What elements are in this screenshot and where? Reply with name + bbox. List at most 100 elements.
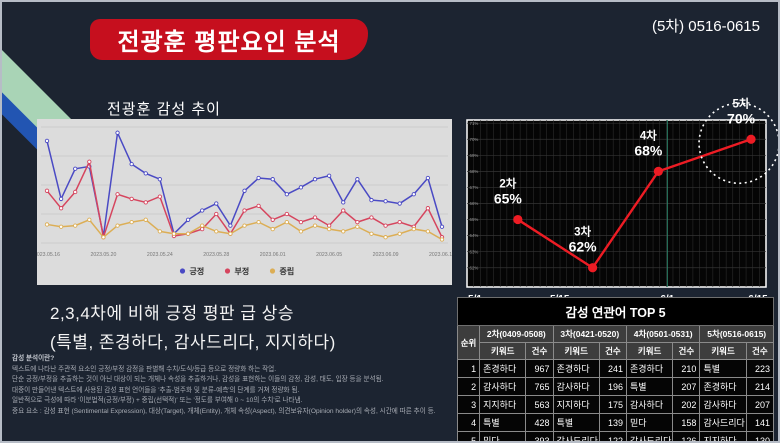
data-point: [115, 192, 120, 197]
data-point: [44, 138, 50, 144]
count-subheader: 건수: [745, 342, 775, 360]
table-row: 1 존경하다 967 존경하다 241 존경하다 210 특별 223: [456, 359, 775, 378]
data-point: [256, 219, 261, 225]
count-subheader: 건수: [525, 342, 554, 360]
data-point: [242, 188, 247, 193]
data-point: [157, 229, 163, 234]
data-point: [214, 201, 219, 206]
rank-cell: 2: [456, 377, 481, 396]
footnote-line: 중요 요소 : 감성 표현 (Sentimental Expression), …: [12, 407, 436, 415]
data-point: [157, 194, 163, 199]
point-value-4차: 68%: [634, 142, 663, 158]
y-tick-label: 68%: [470, 169, 479, 174]
data-point: [129, 161, 134, 167]
count-cell: 214: [745, 377, 775, 396]
data-point: [228, 223, 233, 228]
rank-cell: 1: [456, 359, 481, 378]
data-point: [312, 215, 318, 220]
y-tick-label: 67%: [470, 185, 479, 190]
data-point: [326, 226, 332, 232]
trend-chart-canvas: 2023.05.16 2023.05.20 2023.05.24 2023.05.28…: [34, 126, 455, 276]
keyword-cell: 지지하다: [479, 395, 527, 414]
count-cell: 175: [598, 395, 628, 414]
data-point: [397, 231, 402, 236]
keyword-subheader: 키워드: [625, 342, 674, 360]
x-tick-label: 2023.06.09: [373, 252, 399, 258]
point-value-3차: 62%: [569, 239, 598, 255]
data-point: [143, 200, 148, 205]
data-point: [101, 235, 106, 240]
point-label-3차: 3차: [574, 225, 591, 239]
data-point: [143, 217, 148, 222]
footnote-line: 대중이 만들어낸 텍스트에 사용된 감성 표현 언어들을 '추출-범주화 및 분…: [12, 386, 300, 394]
data-point: [73, 223, 78, 228]
summary-line-1: 2,3,4차에 비해 긍정 평판 급 상승: [50, 304, 294, 323]
data-point: [270, 217, 275, 222]
wave-header-2cha: 2차(0409-0508): [479, 325, 554, 343]
count-cell: 126: [672, 431, 701, 441]
keyword-cell: 감사하다: [699, 395, 747, 414]
count-cell: 122: [598, 431, 628, 441]
summary-line-2: (특별, 존경하다, 감사드리다, 지지하다): [50, 333, 336, 352]
ratio-line: [517, 138, 752, 270]
data-point: [171, 231, 177, 236]
data-point: [143, 171, 148, 176]
data-point: [369, 197, 374, 203]
keyword-cell: 특별: [479, 413, 527, 432]
data-point: [44, 222, 50, 227]
x-tick-label: 2023.05.24: [147, 252, 173, 258]
data-point: [284, 219, 289, 225]
keyword-cell: 존경하다: [625, 359, 674, 378]
title-banner: 전광훈 평판요인 분석: [90, 19, 368, 60]
highlight-circle: [698, 102, 778, 185]
table-title: 감성 연관어 TOP 5: [457, 297, 774, 326]
data-point-3차: [587, 263, 598, 273]
data-point: [58, 224, 64, 229]
data-point: [87, 217, 92, 222]
keyword-cell: 특별: [552, 413, 600, 432]
wave-header-5cha: 5차(0516-0615): [699, 325, 774, 343]
data-point: [341, 200, 346, 205]
count-cell: 765: [525, 377, 554, 396]
y-tick-label: 70%: [470, 137, 479, 142]
keyword-cell: 믿다: [625, 413, 674, 432]
table-row: 4 특별 428 특별 139 믿다 158 감사드리다 141: [456, 413, 775, 432]
keyword-subheader: 키워드: [552, 342, 600, 360]
keyword-subheader: 키워드: [479, 342, 527, 360]
count-cell: 223: [745, 359, 775, 378]
data-point: [369, 231, 374, 236]
wave-header-4cha: 4차(0501-0531): [625, 325, 701, 343]
keyword-cell: 감사하다: [552, 377, 600, 396]
keyword-cell: 감사드리다: [552, 431, 600, 441]
y-tick-label: 62%: [470, 265, 479, 270]
footnote-line: 텍스트에 나타난 주관적 요소인 긍정/부정 감정을 판별해 수치/도식/등급 …: [12, 365, 277, 373]
keyword-cell: 존경하다: [699, 377, 747, 396]
data-point: [312, 177, 318, 182]
data-point: [87, 159, 92, 164]
data-point: [115, 130, 120, 135]
point-value-5차: 70%: [727, 110, 756, 126]
data-point: [298, 185, 304, 190]
data-point: [425, 175, 431, 181]
data-point: [58, 196, 64, 202]
data-point: [214, 211, 219, 217]
count-cell: 207: [672, 377, 701, 396]
data-point: [228, 231, 233, 236]
data-point-4차: [653, 166, 663, 176]
footnote-line: 일반적으로 극성에 따라 '이분법적(긍정/부정) + 중립(선택적)' 또는 …: [12, 397, 303, 405]
positive-ratio-chart: 71%70%69%68%67%66%65%64%63%62%2차65%3차62%…: [466, 96, 778, 305]
data-point: [439, 237, 445, 242]
count-cell: 967: [525, 359, 554, 378]
count-cell: 158: [672, 413, 701, 432]
summary-text: 2,3,4차에 비해 긍정 평판 급 상승 (특별, 존경하다, 감사드리다, …: [50, 299, 336, 357]
legend-label-긍정: 긍정: [190, 266, 205, 276]
keyword-cell: 감사드리다: [699, 413, 747, 432]
data-point: [355, 219, 360, 225]
table-row: 3 지지하다 563 지지하다 175 감사하다 202 감사하다 207: [456, 395, 775, 414]
x-tick-label: 2023.05.20: [90, 252, 116, 258]
data-point: [383, 235, 388, 240]
data-point: [383, 223, 388, 228]
trend-chart-label: 전광훈 감성 추이: [107, 101, 221, 118]
count-subheader: 건수: [598, 342, 628, 360]
x-tick-label: 2023.05.28: [203, 252, 229, 258]
